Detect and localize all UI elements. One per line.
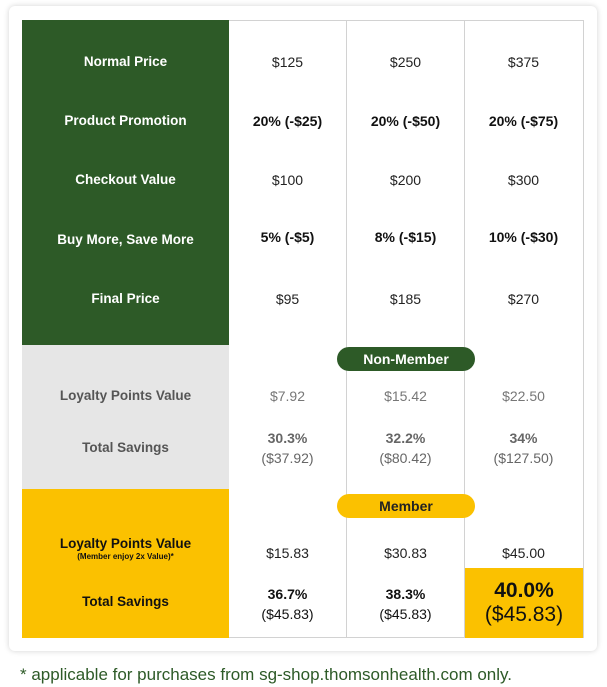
member-savings-label: Total Savings	[82, 594, 169, 609]
non-member-savings-label: Total Savings	[82, 440, 169, 455]
row-label-checkout-value: Checkout Value	[75, 172, 176, 187]
savings-amount: ($45.83)	[484, 603, 564, 626]
savings-percent: 30.3%	[267, 430, 308, 446]
savings-percent: 40.0%	[494, 579, 554, 602]
non-member-total-savings: 32.2% ($80.42)	[347, 427, 464, 469]
savings-amount: ($45.83)	[261, 606, 314, 622]
non-member-total-savings: 34% ($127.50)	[465, 427, 582, 469]
member-total-savings: 36.7% ($45.83)	[229, 583, 346, 625]
checkout-value: $100	[271, 172, 304, 188]
savings-amount: ($45.83)	[379, 606, 432, 622]
right-border	[583, 20, 584, 638]
savings-percent: 36.7%	[267, 586, 308, 602]
checkout-value: $200	[389, 172, 422, 188]
bottom-border	[229, 637, 583, 638]
final-price-value: $270	[507, 291, 540, 307]
savings-percent: 32.2%	[385, 430, 426, 446]
non-member-loyalty-value: $7.92	[269, 388, 306, 404]
buy-more-value: 8% (-$15)	[374, 229, 437, 245]
member-total-savings: 38.3% ($45.83)	[347, 583, 464, 625]
savings-percent: 34%	[509, 430, 538, 446]
savings-amount: ($127.50)	[493, 450, 554, 466]
member-loyalty-label: Loyalty Points Value (Member enjoy 2x Va…	[22, 532, 229, 566]
non-member-loyalty-label: Loyalty Points Value	[59, 388, 192, 403]
normal-price-value: $125	[271, 54, 304, 70]
row-label-buy-more-save-more: Buy More, Save More	[57, 232, 194, 247]
row-label-normal-price: Normal Price	[83, 54, 168, 69]
member-badge: Member	[337, 494, 475, 518]
row-label-product-promotion: Product Promotion	[64, 113, 187, 128]
top-border	[229, 20, 583, 21]
non-member-total-savings: 30.3% ($37.92)	[229, 427, 346, 469]
checkout-value: $300	[507, 172, 540, 188]
member-loyalty-value: $15.83	[266, 545, 309, 561]
footnote: * applicable for purchases from sg-shop.…	[20, 665, 512, 684]
normal-price-value: $375	[507, 54, 540, 70]
row-label-final-price: Final Price	[91, 291, 160, 306]
final-price-value: $95	[275, 291, 300, 307]
normal-price-value: $250	[389, 54, 422, 70]
column-divider-2	[464, 20, 465, 638]
member-loyalty-value: $45.00	[502, 545, 545, 561]
buy-more-value: 10% (-$30)	[488, 229, 559, 245]
savings-amount: ($37.92)	[261, 450, 314, 466]
best-savings-highlight: 40.0% ($45.83)	[465, 568, 583, 638]
product-promotion-value: 20% (-$75)	[488, 113, 559, 129]
savings-amount: ($80.42)	[379, 450, 432, 466]
buy-more-value: 5% (-$5)	[260, 229, 315, 245]
non-member-badge: Non-Member	[337, 347, 475, 371]
member-loyalty-label-text: Loyalty Points Value	[59, 536, 192, 551]
column-divider-1	[346, 20, 347, 638]
label-column-yellow	[22, 489, 229, 638]
non-member-loyalty-value: $15.42	[384, 388, 427, 404]
final-price-value: $185	[389, 291, 422, 307]
savings-percent: 38.3%	[385, 586, 426, 602]
product-promotion-value: 20% (-$50)	[370, 113, 441, 129]
label-column-grey	[22, 345, 229, 489]
non-member-loyalty-value: $22.50	[502, 388, 545, 404]
member-loyalty-sublabel: (Member enjoy 2x Value)*	[77, 552, 174, 561]
product-promotion-value: 20% (-$25)	[252, 113, 323, 129]
member-loyalty-value: $30.83	[384, 545, 427, 561]
label-column-green	[22, 20, 229, 345]
